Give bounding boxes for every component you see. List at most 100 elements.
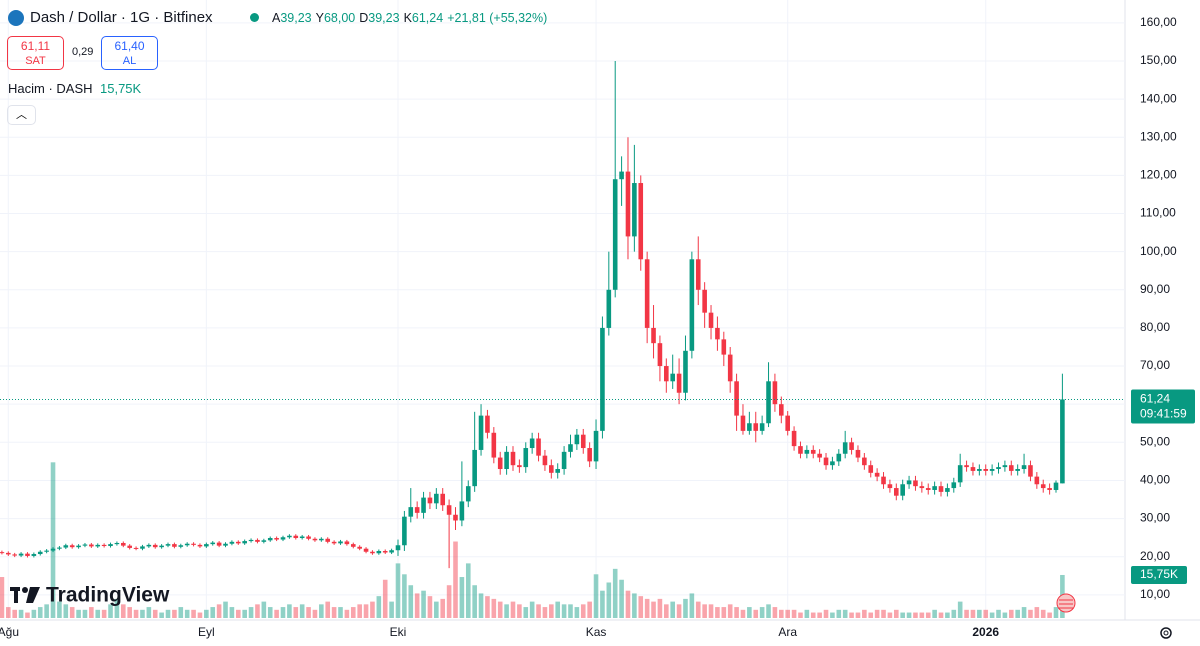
candle-body (50, 548, 56, 551)
volume-bar (229, 607, 235, 618)
volume-bar (919, 612, 925, 618)
volume-bar (612, 568, 618, 618)
candle-body (12, 554, 17, 556)
candle-body (823, 457, 829, 466)
candle-body (1015, 469, 1020, 471)
volume-bar (664, 604, 669, 618)
candle-body (862, 457, 867, 466)
symbol-title[interactable]: Dash / Dollar · 1G · Bitfinex (30, 9, 213, 26)
candle-body (517, 465, 522, 468)
candle-body (69, 545, 75, 548)
ohlc-change: +21,81 (+55,32%) (447, 11, 548, 25)
candle-body (357, 546, 362, 549)
volume-bar (536, 604, 541, 618)
candle-body (504, 451, 509, 470)
candle-body (830, 461, 835, 466)
volume-bar (555, 601, 561, 618)
candle-body (306, 536, 311, 539)
candle-body (146, 544, 152, 547)
volume-bar (964, 609, 969, 618)
candle-body (465, 486, 471, 502)
candle-body (1008, 465, 1014, 471)
ohlc-value: 39,23 (280, 11, 312, 25)
volume-bar (108, 604, 113, 618)
candle-body (804, 449, 810, 454)
volume-bar (951, 609, 957, 618)
candle-body (632, 183, 637, 237)
candle-body (568, 444, 573, 452)
candle-body (644, 259, 650, 328)
y-tick-label: 150,00 (1140, 53, 1177, 67)
volume-bar (1008, 609, 1014, 618)
candle-body (785, 415, 790, 431)
candle-body (280, 537, 286, 540)
candle-body (293, 535, 299, 539)
candle-body (734, 381, 739, 416)
volume-bar (957, 601, 963, 618)
volume-value: 15,75K (100, 81, 142, 96)
buy-label: AL (122, 55, 137, 67)
volume-bar (127, 607, 132, 618)
volume-bar (849, 612, 854, 618)
candle-body (676, 373, 682, 393)
volume-bar (893, 609, 899, 618)
volume-bar (382, 579, 388, 618)
candle-body (555, 469, 561, 473)
y-tick-label: 140,00 (1140, 91, 1177, 105)
candle-body (932, 486, 937, 490)
candle-body (223, 543, 228, 546)
volume-bar (1002, 612, 1008, 618)
candle-body (913, 480, 918, 487)
candle-body (561, 451, 567, 470)
volume-bar (235, 609, 241, 618)
volume-bar (421, 590, 426, 618)
volume-bar (1021, 607, 1027, 618)
sell-button[interactable]: 61,11 SAT (7, 36, 64, 70)
ohlc-key: A (272, 11, 281, 25)
volume-bar (255, 604, 260, 618)
candle-body (606, 289, 612, 328)
volume-bar (721, 607, 727, 618)
sell-price: 61,11 (20, 39, 51, 53)
y-tick-label: 90,00 (1140, 282, 1170, 296)
candle-body (970, 467, 976, 471)
volume-bar (133, 609, 139, 618)
candle-body (114, 542, 120, 545)
candle-body (766, 381, 771, 424)
volume-bar (676, 604, 682, 618)
candle-body (855, 449, 861, 458)
volume-bar (50, 462, 56, 618)
volume-bar (261, 601, 267, 618)
candle-body (312, 538, 318, 541)
candle-body (664, 366, 669, 382)
volume-bar (996, 609, 1001, 618)
candle-body (625, 171, 631, 237)
volume-bar (925, 612, 931, 618)
buy-button[interactable]: 61,40 AL (101, 36, 158, 70)
settings-icon[interactable] (1160, 627, 1172, 639)
candle-body (427, 497, 433, 504)
volume-bar (357, 604, 362, 618)
volume-bar (37, 607, 43, 618)
candle-body (1040, 484, 1046, 489)
volume-bar (651, 601, 656, 618)
candle-body (715, 327, 720, 340)
candle-body (996, 467, 1001, 470)
candle-body (63, 545, 69, 548)
candle-body (446, 505, 452, 515)
candle-body (881, 476, 886, 485)
candle-body (229, 541, 235, 544)
volume-bar (772, 607, 778, 618)
candle-body (925, 488, 931, 490)
volume-bar (887, 612, 893, 618)
candle-body (248, 539, 254, 542)
candle-body (977, 469, 982, 471)
ohlc-value: 39,23 (368, 11, 400, 25)
collapse-button[interactable]: ︿ (7, 105, 36, 125)
candle-body (344, 541, 350, 545)
candle-body (491, 432, 497, 458)
candle-body (472, 449, 477, 487)
volume-bar (6, 607, 11, 618)
volume-bar (836, 609, 842, 618)
candle-body (574, 434, 580, 445)
